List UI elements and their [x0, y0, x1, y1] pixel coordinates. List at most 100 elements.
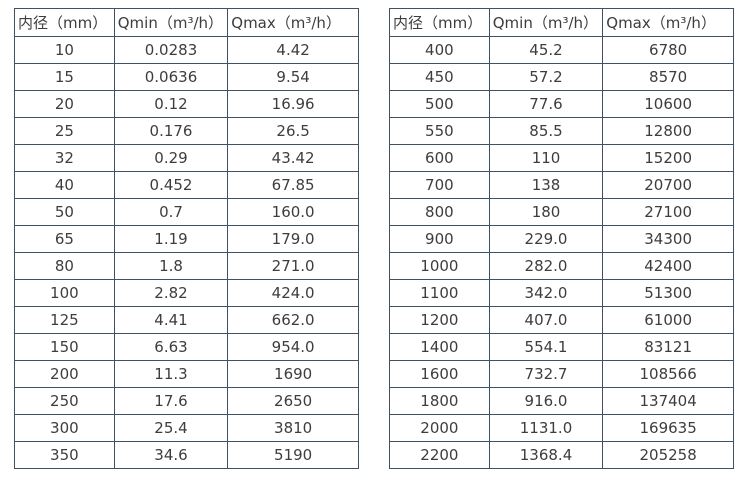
table-cell-col2: 6780: [602, 36, 734, 64]
table-cell-col2: 137404: [602, 387, 734, 415]
table-cell-col0: 1400: [389, 333, 490, 361]
table-row: 250 17.6 2650: [14, 387, 359, 415]
table-cell-col1: 0.12: [113, 90, 229, 118]
table-cell-col2: 83121: [602, 333, 734, 361]
table-cell-col2: 271.0: [227, 252, 359, 280]
table-cell-col1: 1131.0: [488, 414, 604, 442]
table-cell-col2: 954.0: [227, 333, 359, 361]
table-cell-col1: 11.3: [113, 360, 229, 388]
table-cell-col1: 342.0: [488, 279, 604, 307]
table-cell-col1: 0.0283: [113, 36, 229, 64]
table-cell-col2: 424.0: [227, 279, 359, 307]
table-cell-col2: 9.54: [227, 63, 359, 91]
table-row: 10 0.0283 4.42: [14, 36, 359, 64]
table-row: 125 4.41 662.0: [14, 306, 359, 334]
table-cell-col1: 0.7: [113, 198, 229, 226]
table-cell-col1: 282.0: [488, 252, 604, 280]
table-cell-col0: 500: [389, 90, 490, 118]
table-cell-col0: 15: [14, 63, 115, 91]
table-cell-col0: 600: [389, 144, 490, 172]
table-cell-col2: 169635: [602, 414, 734, 442]
table-cell-col2: 108566: [602, 360, 734, 388]
table-cell-col0: 1200: [389, 306, 490, 334]
flow-rate-table-right: 内径（mm） Qmin（m³/h） Qmax（m³/h） 400 45.2 6780 450…: [389, 8, 734, 469]
column-header-1: Qmin（m³/h）: [488, 8, 604, 37]
table-cell-col1: 0.176: [113, 117, 229, 145]
table-row: 1800 916.0 137404: [389, 387, 734, 415]
table-cell-col0: 300: [14, 414, 115, 442]
table-cell-col0: 10: [14, 36, 115, 64]
table-cell-col2: 61000: [602, 306, 734, 334]
table-cell-col1: 0.452: [113, 171, 229, 199]
table-cell-col0: 65: [14, 225, 115, 253]
table-row: 1000 282.0 42400: [389, 252, 734, 280]
table-cell-col0: 1600: [389, 360, 490, 388]
table-cell-col2: 51300: [602, 279, 734, 307]
table-cell-col2: 15200: [602, 144, 734, 172]
table-cell-col2: 4.42: [227, 36, 359, 64]
table-cell-col1: 2.82: [113, 279, 229, 307]
table-cell-col0: 1000: [389, 252, 490, 280]
table-cell-col2: 8570: [602, 63, 734, 91]
table-row: 2200 1368.4 205258: [389, 441, 734, 469]
table-cell-col1: 180: [488, 198, 604, 226]
table-cell-col1: 45.2: [488, 36, 604, 64]
table-cell-col2: 662.0: [227, 306, 359, 334]
table-cell-col2: 12800: [602, 117, 734, 145]
table-cell-col0: 2200: [389, 441, 490, 469]
table-row: 800 180 27100: [389, 198, 734, 226]
table-cell-col1: 916.0: [488, 387, 604, 415]
header-row: 内径（mm） Qmin（m³/h） Qmax（m³/h）: [389, 8, 734, 37]
table-row: 700 138 20700: [389, 171, 734, 199]
table-row: 600 110 15200: [389, 144, 734, 172]
table-cell-col1: 25.4: [113, 414, 229, 442]
table-cell-col1: 110: [488, 144, 604, 172]
table-cell-col1: 407.0: [488, 306, 604, 334]
table-row: 80 1.8 271.0: [14, 252, 359, 280]
column-header-0: 内径（mm）: [14, 8, 115, 37]
table-cell-col0: 2000: [389, 414, 490, 442]
table-row: 200 11.3 1690: [14, 360, 359, 388]
table-row: 450 57.2 8570: [389, 63, 734, 91]
table-cell-col0: 25: [14, 117, 115, 145]
table-cell-col0: 250: [14, 387, 115, 415]
table-row: 1400 554.1 83121: [389, 333, 734, 361]
table-cell-col1: 1368.4: [488, 441, 604, 469]
table-cell-col1: 57.2: [488, 63, 604, 91]
table-cell-col0: 350: [14, 441, 115, 469]
table-cell-col0: 200: [14, 360, 115, 388]
table-cell-col1: 732.7: [488, 360, 604, 388]
column-header-1: Qmin（m³/h）: [113, 8, 229, 37]
column-header-2: Qmax（m³/h）: [602, 8, 734, 37]
table-cell-col2: 160.0: [227, 198, 359, 226]
table-cell-col0: 150: [14, 333, 115, 361]
table-cell-col0: 125: [14, 306, 115, 334]
column-header-0: 内径（mm）: [389, 8, 490, 37]
table-cell-col0: 50: [14, 198, 115, 226]
table-cell-col2: 43.42: [227, 144, 359, 172]
table-cell-col2: 34300: [602, 225, 734, 253]
flow-rate-tables-container: 内径（mm） Qmin（m³/h） Qmax（m³/h） 10 0.0283 4.42 15…: [14, 8, 734, 469]
table-row: 65 1.19 179.0: [14, 225, 359, 253]
table-cell-col0: 40: [14, 171, 115, 199]
table-cell-col1: 4.41: [113, 306, 229, 334]
table-cell-col0: 800: [389, 198, 490, 226]
flow-rate-table-left: 内径（mm） Qmin（m³/h） Qmax（m³/h） 10 0.0283 4.42 15…: [14, 8, 359, 469]
table-cell-col1: 1.19: [113, 225, 229, 253]
table-row: 50 0.7 160.0: [14, 198, 359, 226]
table-cell-col1: 85.5: [488, 117, 604, 145]
table-row: 20 0.12 16.96: [14, 90, 359, 118]
table-cell-col1: 6.63: [113, 333, 229, 361]
table-cell-col0: 450: [389, 63, 490, 91]
table-cell-col2: 5190: [227, 441, 359, 469]
table-cell-col0: 900: [389, 225, 490, 253]
table-cell-col0: 100: [14, 279, 115, 307]
table-cell-col2: 205258: [602, 441, 734, 469]
table-cell-col2: 2650: [227, 387, 359, 415]
table-cell-col1: 1.8: [113, 252, 229, 280]
table-cell-col2: 16.96: [227, 90, 359, 118]
table-row: 25 0.176 26.5: [14, 117, 359, 145]
table-cell-col2: 26.5: [227, 117, 359, 145]
table-row: 1100 342.0 51300: [389, 279, 734, 307]
table-cell-col2: 20700: [602, 171, 734, 199]
